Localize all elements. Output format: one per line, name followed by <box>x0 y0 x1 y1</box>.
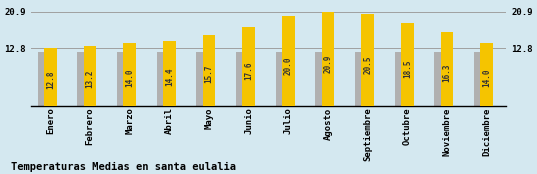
Bar <box>77 52 89 106</box>
Text: 15.7: 15.7 <box>205 65 214 83</box>
Bar <box>157 52 168 106</box>
Text: 14.0: 14.0 <box>125 68 134 87</box>
Bar <box>315 52 326 106</box>
Bar <box>480 43 493 106</box>
Bar <box>38 52 49 106</box>
Bar <box>474 52 485 106</box>
Text: 20.0: 20.0 <box>284 56 293 75</box>
Bar <box>124 43 136 106</box>
Bar <box>401 23 413 106</box>
Bar <box>242 27 255 106</box>
Bar <box>163 41 176 106</box>
Bar <box>395 52 406 106</box>
Bar <box>275 52 287 106</box>
Bar <box>44 48 57 106</box>
Text: 18.5: 18.5 <box>403 59 412 78</box>
Bar <box>441 33 453 106</box>
Bar <box>322 12 335 106</box>
Bar <box>197 52 207 106</box>
Bar <box>202 35 215 106</box>
Bar <box>117 52 128 106</box>
Text: 16.3: 16.3 <box>442 64 452 82</box>
Text: 14.4: 14.4 <box>165 68 174 86</box>
Bar <box>84 46 96 106</box>
Text: 14.0: 14.0 <box>482 68 491 87</box>
Text: 17.6: 17.6 <box>244 61 253 80</box>
Text: 20.5: 20.5 <box>363 55 372 74</box>
Text: 12.8: 12.8 <box>46 71 55 89</box>
Text: 13.2: 13.2 <box>85 70 95 88</box>
Text: Temperaturas Medias en santa eulalia: Temperaturas Medias en santa eulalia <box>11 162 236 172</box>
Bar <box>434 52 445 106</box>
Bar <box>236 52 247 106</box>
Text: 20.9: 20.9 <box>323 54 332 73</box>
Bar <box>361 14 374 106</box>
Bar <box>355 52 366 106</box>
Bar <box>282 16 295 106</box>
